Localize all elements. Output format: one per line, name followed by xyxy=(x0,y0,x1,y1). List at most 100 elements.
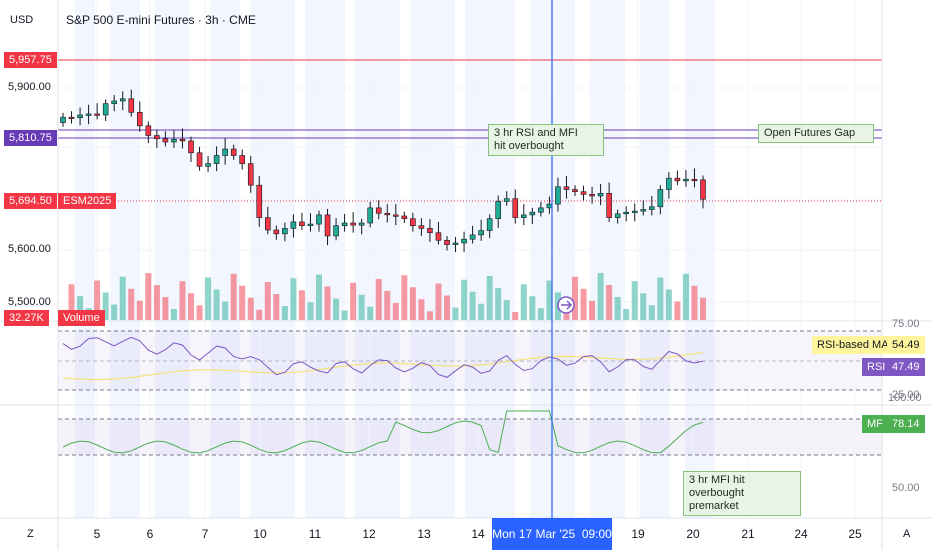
candle-body xyxy=(239,155,245,164)
candle-body xyxy=(700,179,706,200)
candle-body xyxy=(333,225,339,237)
volume-label-tag: Volume xyxy=(58,310,105,326)
volume-bar xyxy=(486,276,493,320)
crosshair-time: 09:00 xyxy=(581,527,612,541)
time-label: 14 xyxy=(471,527,485,541)
candle-body xyxy=(452,242,459,245)
volume-bar xyxy=(631,281,638,320)
volume-bar xyxy=(384,291,391,320)
volume-bar xyxy=(375,279,382,320)
volume-bar xyxy=(94,280,101,320)
candle-body xyxy=(555,186,561,205)
candle-body xyxy=(478,230,484,236)
currency-label[interactable]: USD xyxy=(10,14,34,26)
volume-bar xyxy=(529,296,536,320)
candle-body xyxy=(401,215,408,219)
crosshair-date-label: Mon 17 Mar '25 09:00 xyxy=(492,518,612,550)
candle-body xyxy=(128,98,135,113)
volume-bar xyxy=(273,294,280,320)
open-futures-gap-note[interactable]: Open Futures Gap xyxy=(758,124,874,143)
volume-bar xyxy=(682,273,689,320)
volume-bar xyxy=(77,296,84,320)
session-band xyxy=(210,0,240,518)
volume-bar xyxy=(341,310,348,320)
time-label: 7 xyxy=(201,527,209,541)
volume-bar xyxy=(614,297,621,320)
volume-bar xyxy=(102,292,109,320)
candle-body xyxy=(631,210,638,213)
resistance-price-tag: 5,957.75 xyxy=(4,52,57,68)
volume-bar xyxy=(392,303,399,320)
candle-body xyxy=(683,178,689,182)
candle-body xyxy=(273,229,280,235)
session-band xyxy=(155,0,190,518)
mfi-premarket-note[interactable]: 3 hr MFI hit overbought premarket xyxy=(683,471,801,516)
price-tick-5900: 5,900.00 xyxy=(8,81,51,93)
candle-body xyxy=(512,198,519,218)
volume-bar xyxy=(111,304,118,320)
volume-bar xyxy=(657,277,664,320)
mfi-line xyxy=(62,410,704,454)
volume-bar xyxy=(324,286,331,320)
rsi-mfi-note-line-2: hit overbought xyxy=(494,140,564,152)
crosshair-date: Mon 17 Mar '25 xyxy=(492,527,576,541)
candle-body xyxy=(538,207,544,213)
candle-body xyxy=(290,221,297,229)
volume-bar xyxy=(452,307,459,320)
candle-body xyxy=(384,212,391,216)
jump-arrow-icon[interactable] xyxy=(557,296,575,314)
volume-bar xyxy=(256,309,263,320)
volume-bar xyxy=(418,299,425,320)
time-label: 24 xyxy=(794,527,808,541)
volume-bar xyxy=(512,312,519,320)
volume-bar xyxy=(546,280,553,320)
volume-bar xyxy=(316,274,322,320)
candle-body xyxy=(102,103,109,116)
time-axis-right-button[interactable]: A xyxy=(903,528,911,540)
mfi-note-line-1: 3 hr MFI hit xyxy=(689,474,745,486)
candle-body xyxy=(316,214,322,225)
candle-body xyxy=(418,225,425,229)
session-band xyxy=(355,0,400,518)
time-label: 10 xyxy=(253,527,267,541)
price-tick-5500: 5,500.00 xyxy=(8,296,51,308)
candle-body xyxy=(469,234,476,240)
candle-body xyxy=(179,139,186,142)
mf-value: 78.14 xyxy=(887,415,925,433)
volume-bar xyxy=(298,290,305,320)
session-band xyxy=(590,0,625,518)
time-label: 6 xyxy=(146,527,154,541)
candle-body xyxy=(529,211,536,216)
candle-body xyxy=(68,116,75,119)
rsi-label: RSI xyxy=(862,358,891,376)
volume-bar xyxy=(290,278,297,320)
rsi-mfi-overbought-note[interactable]: 3 hr RSI and MFI hit overbought xyxy=(488,124,604,156)
candle-body xyxy=(495,201,502,219)
volume-bar xyxy=(674,301,681,320)
candle-body xyxy=(444,239,450,245)
time-axis-left-button[interactable]: Z xyxy=(27,528,34,540)
candle-body xyxy=(503,198,510,202)
candle-body xyxy=(597,193,604,197)
candle-body xyxy=(657,189,664,208)
session-band xyxy=(305,0,345,518)
volume-bar xyxy=(213,289,220,320)
candle-body xyxy=(350,222,356,226)
volume-bar xyxy=(230,273,237,320)
current-price-tag: 5,694.50 xyxy=(4,193,57,209)
volume-value-tag: 32.27K xyxy=(4,310,49,326)
session-band xyxy=(250,0,295,518)
time-label: 13 xyxy=(417,527,431,541)
rsi-ma-value: 54.49 xyxy=(887,336,925,354)
mfi-note-line-2: overbought premarket xyxy=(689,487,745,512)
candle-body xyxy=(213,155,220,164)
candle-body xyxy=(256,184,263,218)
candle-body xyxy=(691,178,698,182)
volume-bar xyxy=(520,284,527,320)
volume-bar xyxy=(461,279,468,320)
mfi-tick-bottom: 50.00 xyxy=(892,482,920,494)
volume-bar xyxy=(640,293,647,320)
volume-bar xyxy=(426,311,433,320)
